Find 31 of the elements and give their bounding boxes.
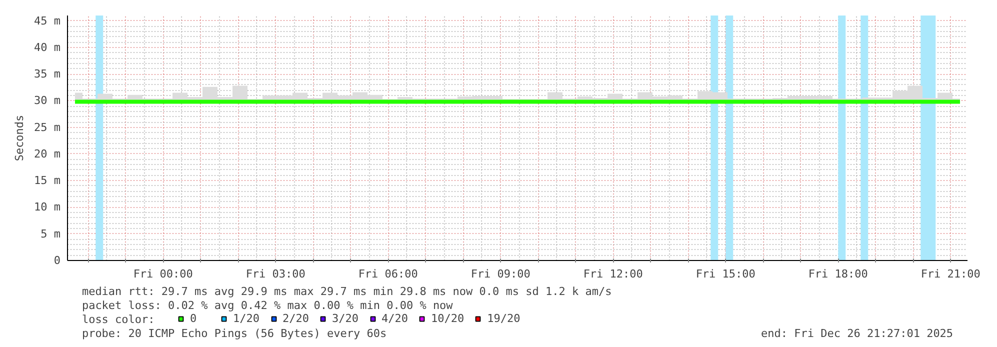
y-tick-label: 30 m: [34, 94, 61, 108]
legend-label: 1/20: [233, 312, 260, 325]
text: end: Fri Dec 26 21:27:01 2025: [761, 327, 954, 340]
x-tick-label: Fri 21:00: [920, 268, 980, 280]
text: median rtt: 29.7 ms avg 29.9 ms max 29.7 ms min 29.8 ms now 0.0 ms sd 1.2 k am/s: [82, 285, 612, 298]
y-tick-label: 25 m: [34, 120, 61, 134]
x-tick-label: Fri 15:00: [696, 268, 756, 280]
text: packet loss: 0.02 % avg 0.42 % max 0.00 % min 0.00 % now: [82, 299, 454, 312]
legend-label: 2/20: [282, 312, 309, 325]
x-tick-label: Fri 03:00: [246, 268, 306, 280]
y-tick-label: 45 m: [34, 14, 61, 28]
y-axis-title: Seconds: [13, 114, 26, 162]
y-tick-label: 35 m: [34, 68, 61, 81]
legend-label: 19/20: [487, 312, 520, 325]
legend-label: 3/20: [332, 312, 358, 325]
x-tick-label: Fri 00:00: [133, 268, 193, 280]
y-tick-label: 15 m: [34, 174, 61, 188]
text: probe: 20 ICMP Echo Pings (56 Bytes) every 60s: [82, 327, 387, 340]
x-tick-label: Fri 06:00: [358, 268, 418, 280]
y-tick-label: 5 m: [40, 227, 61, 240]
legend-label: 10/20: [431, 312, 464, 325]
y-tick-label: 20 m: [34, 147, 61, 160]
x-tick-label: Fri 09:00: [470, 268, 530, 280]
y-tick-label: 40 m: [34, 40, 61, 54]
x-tick-label: Fri 12:00: [583, 268, 643, 280]
y-tick-label: 10 m: [34, 200, 61, 214]
legend-title: loss color:: [82, 313, 155, 326]
x-tick-label: Fri 18:00: [808, 268, 868, 280]
legend-label: 0: [190, 312, 198, 325]
y-tick-label: 0: [54, 254, 60, 267]
legend-label: 4/20: [382, 312, 408, 325]
